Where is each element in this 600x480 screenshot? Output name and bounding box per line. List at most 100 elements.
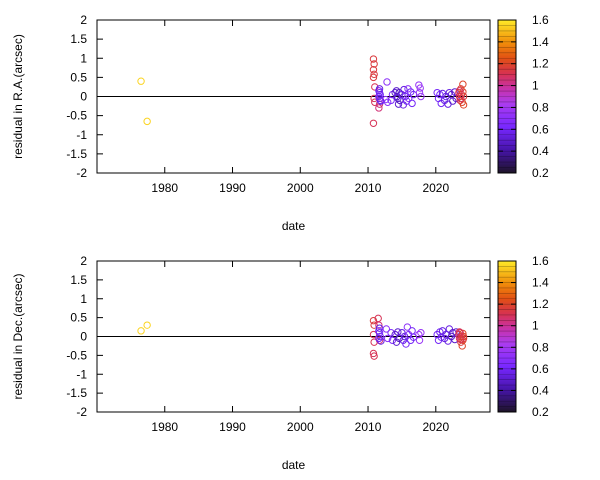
data-point (375, 104, 383, 112)
data-point (459, 101, 468, 109)
data-point (391, 88, 399, 97)
data-point (455, 328, 464, 336)
data-point (445, 88, 454, 97)
data-point (370, 321, 378, 329)
colorbar-tick-label: 0.2 (532, 166, 549, 180)
data-point (383, 78, 391, 86)
y-axis-label: residual in R.A.(arcsec) (11, 34, 25, 159)
colorbar-tick-label: 0.8 (532, 100, 549, 114)
data-point (375, 321, 383, 329)
chart-panel-1: 1980 1990 2000 2010 2020 -2 -1.5 -1 -0.5 0 0.5 1 1.5… (11, 13, 549, 233)
colorbar-tick-label: 0.2 (532, 405, 549, 419)
colorbar-tick-label: 0.8 (532, 340, 549, 354)
data-point (369, 55, 378, 63)
y-tick-label: 0.5 (70, 311, 87, 325)
data-point (376, 96, 384, 105)
x-axis-label: date (282, 458, 306, 472)
data-point (415, 88, 424, 97)
data-point (375, 85, 384, 93)
data-point (369, 119, 378, 127)
data-point (369, 73, 378, 82)
x-tick-label: 2000 (287, 181, 314, 195)
chart-panel-2: 1980 1990 2000 2010 2020 -2 -1.5 -1 -0.5 0 0.5 1 1.5… (11, 254, 549, 472)
y-tick-label: 0 (80, 90, 87, 104)
colorbar-tick-label: 1.2 (532, 57, 549, 71)
colorbar-gradient (497, 260, 517, 413)
data-point (137, 327, 145, 335)
data-point (416, 84, 424, 92)
y-tick-label: 2 (80, 254, 87, 268)
data-point (400, 332, 409, 341)
data-point (404, 94, 413, 103)
y-tick-label: -2 (76, 405, 87, 419)
data-point (370, 70, 378, 79)
y-tick-label: 1.5 (70, 32, 87, 46)
y-tick-label: -1.5 (66, 147, 87, 161)
data-point (459, 334, 468, 343)
data-point (369, 316, 378, 325)
x-tick-label: 1990 (219, 181, 246, 195)
x-tick-label: 1980 (151, 420, 178, 434)
data-point (137, 77, 145, 85)
x-tick-label: 1980 (151, 181, 178, 195)
data-point (369, 66, 378, 74)
data-point (455, 87, 464, 95)
y-tick-label: -1 (76, 128, 87, 142)
colorbar: 0.2 0.4 0.6 0.8 1 1.2 1.4 1.6 (497, 254, 549, 419)
y-tick-label: -0.5 (66, 348, 87, 362)
colorbar-tick-label: 0.4 (532, 144, 549, 158)
data-point (445, 325, 454, 333)
colorbar-gradient (497, 19, 517, 174)
data-point (408, 99, 416, 108)
y-tick-label: 0 (80, 330, 87, 344)
data-point (459, 92, 468, 101)
data-point (143, 321, 151, 329)
data-point (417, 329, 425, 337)
data-point (143, 117, 151, 126)
data-point (376, 332, 384, 341)
x-tick-label: 1990 (219, 420, 246, 434)
y-tick-label: 1.5 (70, 273, 87, 287)
data-point (415, 330, 423, 339)
data-point (400, 85, 408, 94)
y-tick-label: -1 (76, 367, 87, 381)
colorbar: 0.2 0.4 0.6 0.8 1 1.2 1.4 1.6 (497, 13, 549, 180)
data-point (371, 83, 379, 91)
x-axis-label: date (282, 219, 306, 233)
y-axis-label: residual in Dec.(arcsec) (11, 273, 25, 399)
data-point (415, 336, 424, 344)
y-tick-label: 1 (80, 51, 87, 65)
data-point (375, 329, 384, 337)
data-point (417, 92, 425, 101)
x-tick-label: 2020 (422, 181, 449, 195)
y-tick-label: 0.5 (70, 70, 87, 84)
data-point (459, 88, 467, 96)
data-point (444, 100, 452, 108)
data-point (394, 100, 403, 108)
y-tick-label: -2 (76, 166, 87, 180)
data-point (387, 329, 395, 337)
data-point (403, 323, 412, 331)
data-point (377, 337, 385, 345)
y-tick-label: 2 (80, 13, 87, 27)
data-point (399, 101, 407, 109)
colorbar-tick-label: 1.4 (532, 276, 549, 290)
y-tick-label: 1 (80, 292, 87, 306)
colorbar-tick-label: 1.4 (532, 35, 549, 49)
data-point (377, 97, 385, 105)
data-point (370, 60, 378, 68)
x-tick-label: 2020 (422, 420, 449, 434)
colorbar-tick-label: 1 (532, 319, 539, 333)
data-point (408, 327, 416, 335)
data-point (402, 340, 410, 348)
x-tick-label: 2000 (287, 420, 314, 434)
colorbar-tick-label: 0.6 (532, 122, 549, 136)
y-tick-label: -0.5 (66, 109, 87, 123)
data-point (382, 325, 391, 333)
data-point (459, 80, 467, 88)
colorbar-tick-label: 1.2 (532, 297, 549, 311)
x-tick-label: 2010 (355, 420, 382, 434)
colorbar-tick-label: 1 (532, 79, 539, 93)
